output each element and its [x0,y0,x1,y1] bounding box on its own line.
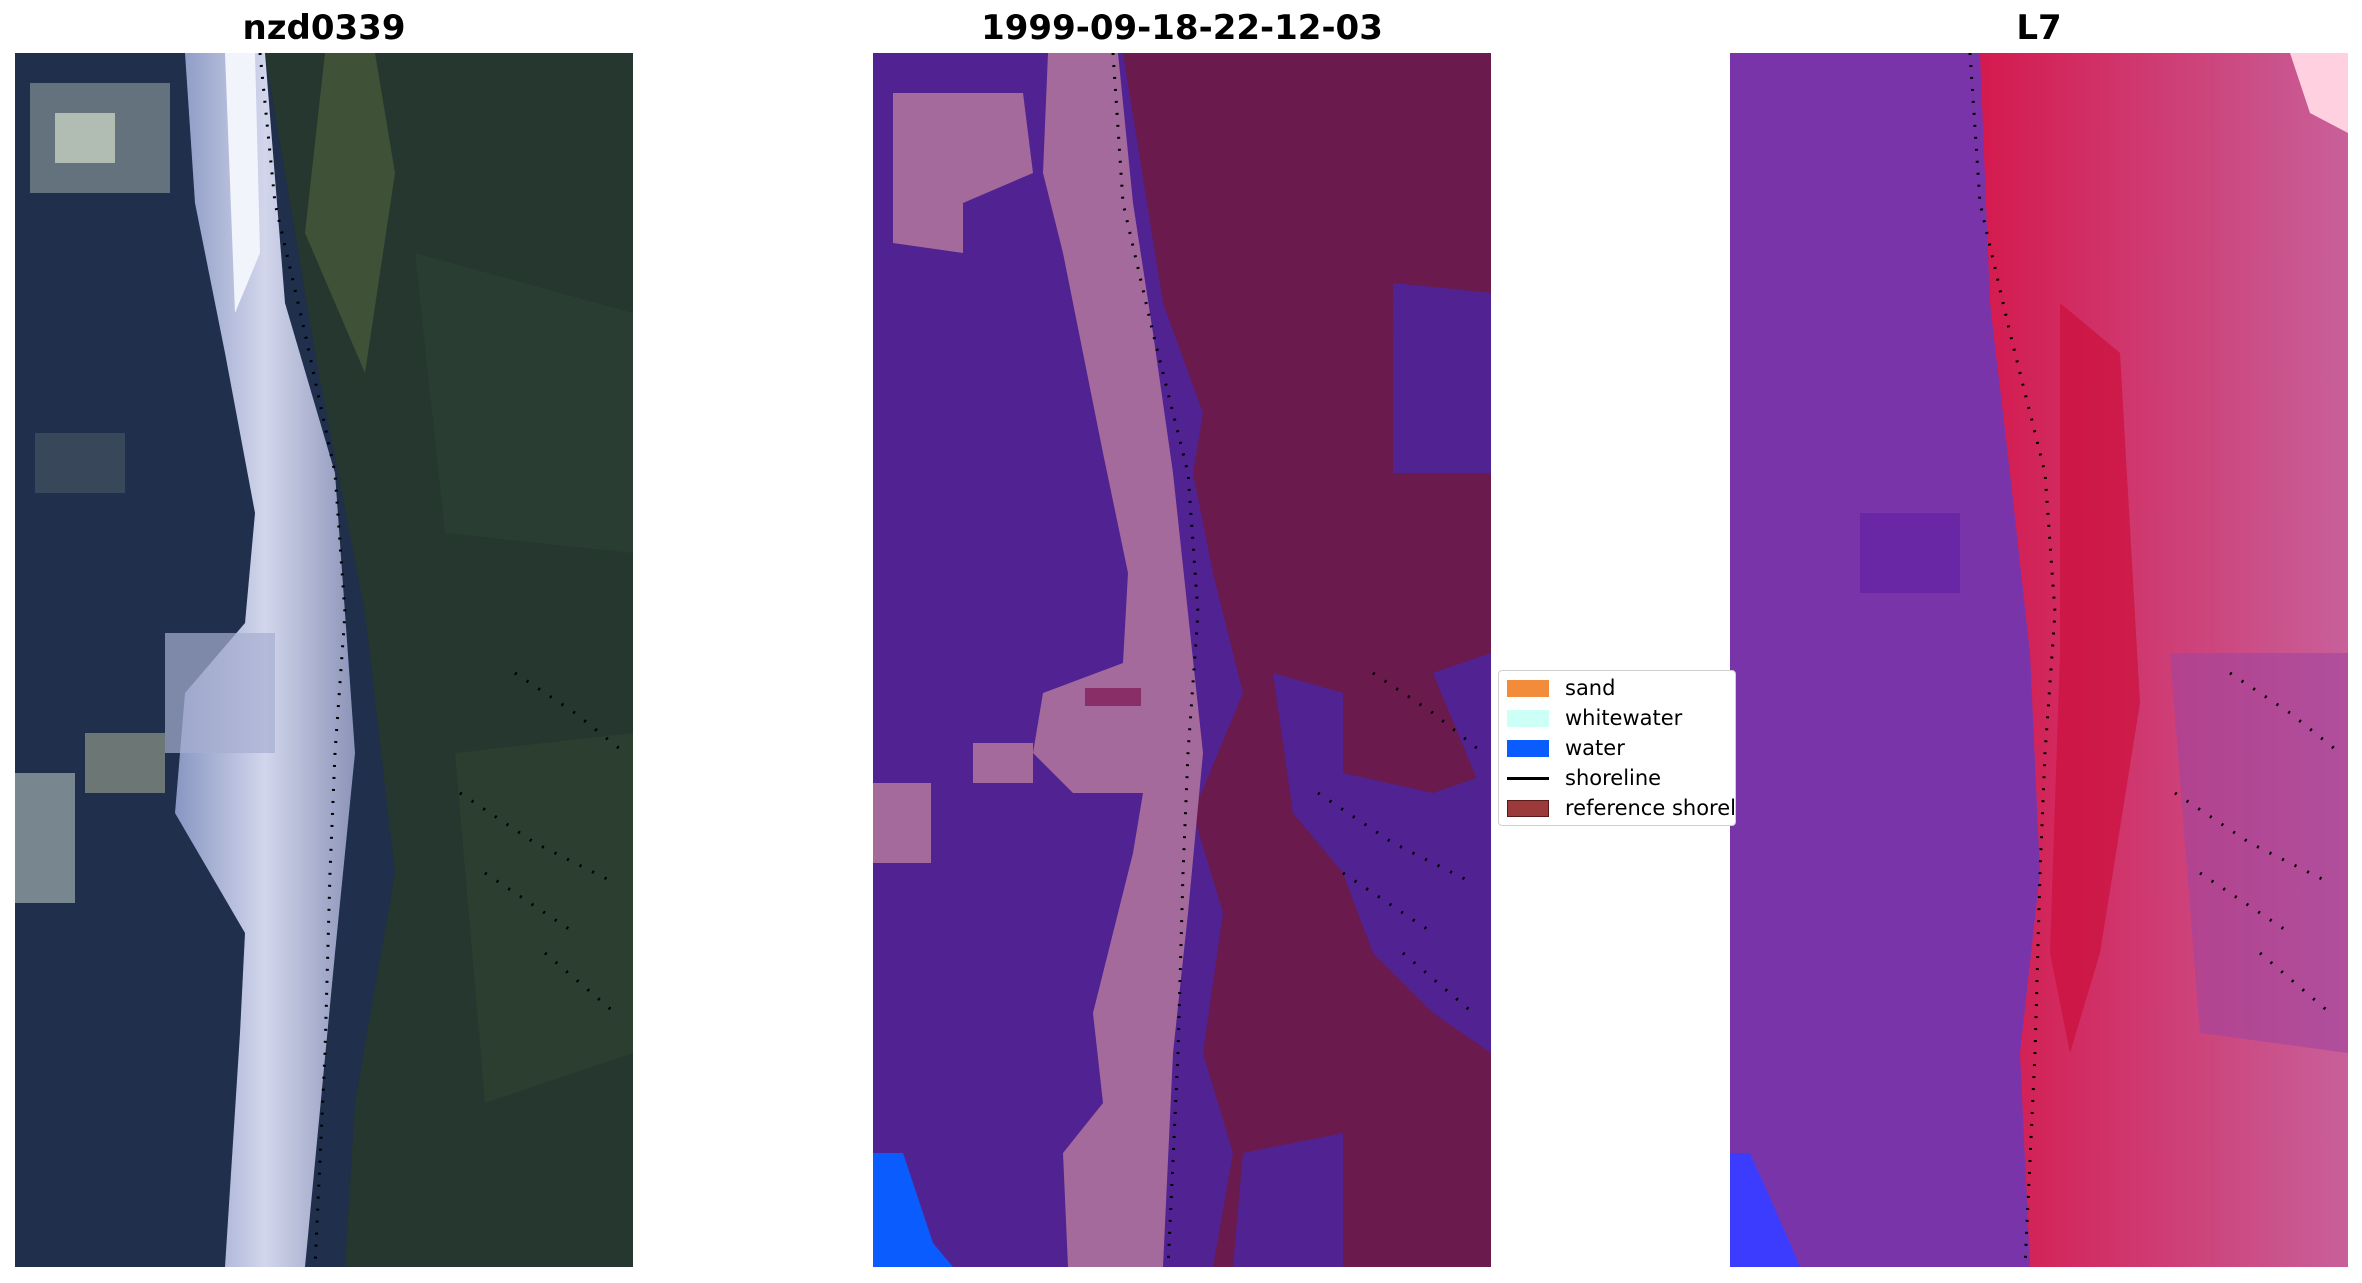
legend-item-whitewater: whitewater [1507,703,1682,733]
legend-label: sand [1565,676,1616,700]
index-panel [1730,53,2348,1267]
legend-item-water: water [1507,733,1625,763]
legend-item-shoreline: shoreline [1507,763,1661,793]
reference-shoreline-swatch [1507,799,1549,817]
legend: sand whitewater water shoreline referenc… [1498,670,1736,826]
classification-panel [873,53,1491,1267]
sand-swatch [1507,679,1549,697]
whitewater-swatch [1507,709,1549,727]
rgb-image [15,53,633,1267]
rgb-image-panel [15,53,633,1267]
legend-label: water [1565,736,1625,760]
panel-title-rgb: nzd0339 [242,8,406,48]
legend-label: reference shoreline [1565,796,1736,820]
legend-label: whitewater [1565,706,1683,730]
classification-image [873,53,1491,1267]
water-swatch [1507,739,1549,757]
index-image [1730,53,2348,1267]
panel-title-classification: 1999-09-18-22-12-03 [981,8,1383,48]
panel-title-index: L7 [2016,8,2062,48]
legend-item-sand: sand [1507,673,1615,703]
legend-item-reference-shoreline: reference shoreline [1507,793,1736,823]
legend-label: shoreline [1565,766,1662,790]
shoreline-line-swatch [1507,776,1549,780]
